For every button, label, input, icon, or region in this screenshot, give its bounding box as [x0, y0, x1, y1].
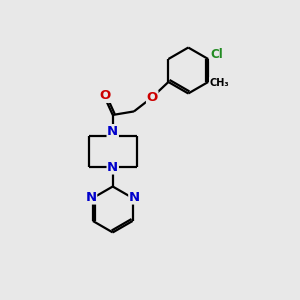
Text: Cl: Cl	[210, 48, 223, 61]
Text: N: N	[107, 125, 118, 138]
Text: N: N	[85, 191, 97, 204]
Text: N: N	[107, 161, 118, 174]
Text: N: N	[129, 191, 140, 204]
Text: O: O	[147, 91, 158, 104]
Text: O: O	[100, 89, 111, 102]
Text: CH₃: CH₃	[209, 78, 229, 88]
